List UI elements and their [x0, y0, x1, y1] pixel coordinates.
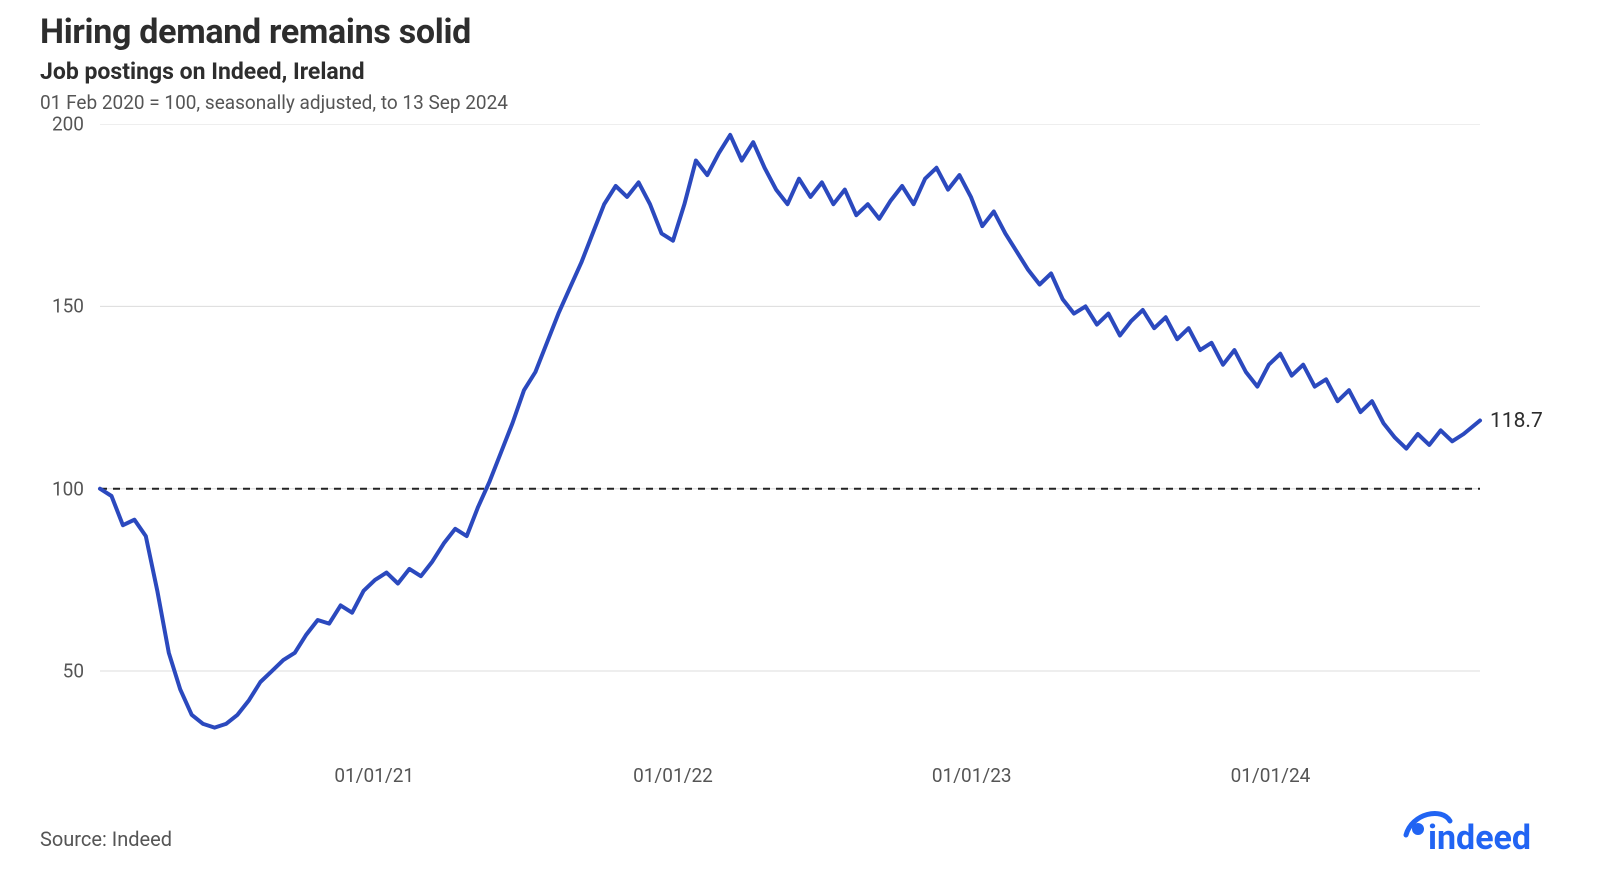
y-tick-label: 100 — [40, 477, 84, 500]
chart-area: 50100150200 01/01/2101/01/2201/01/2301/0… — [40, 124, 1560, 794]
indeed-logo: indeed — [1400, 805, 1560, 861]
chart-title: Hiring demand remains solid — [40, 12, 1560, 52]
chart-subtitle: Job postings on Indeed, Ireland — [40, 58, 1560, 85]
y-tick-label: 50 — [40, 660, 84, 683]
chart-svg — [40, 124, 1560, 794]
y-tick-label: 150 — [40, 295, 84, 318]
source-text: Source: Indeed — [40, 827, 172, 851]
y-tick-label: 200 — [40, 113, 84, 136]
x-tick-label: 01/01/23 — [932, 764, 1012, 787]
x-tick-label: 01/01/24 — [1231, 764, 1311, 787]
chart-note: 01 Feb 2020 = 100, seasonally adjusted, … — [40, 91, 1560, 114]
svg-text:indeed: indeed — [1428, 818, 1531, 857]
data-series-line — [100, 135, 1480, 728]
end-value-label: 118.7 — [1490, 409, 1543, 433]
x-tick-label: 01/01/22 — [633, 764, 713, 787]
x-tick-label: 01/01/21 — [334, 764, 414, 787]
